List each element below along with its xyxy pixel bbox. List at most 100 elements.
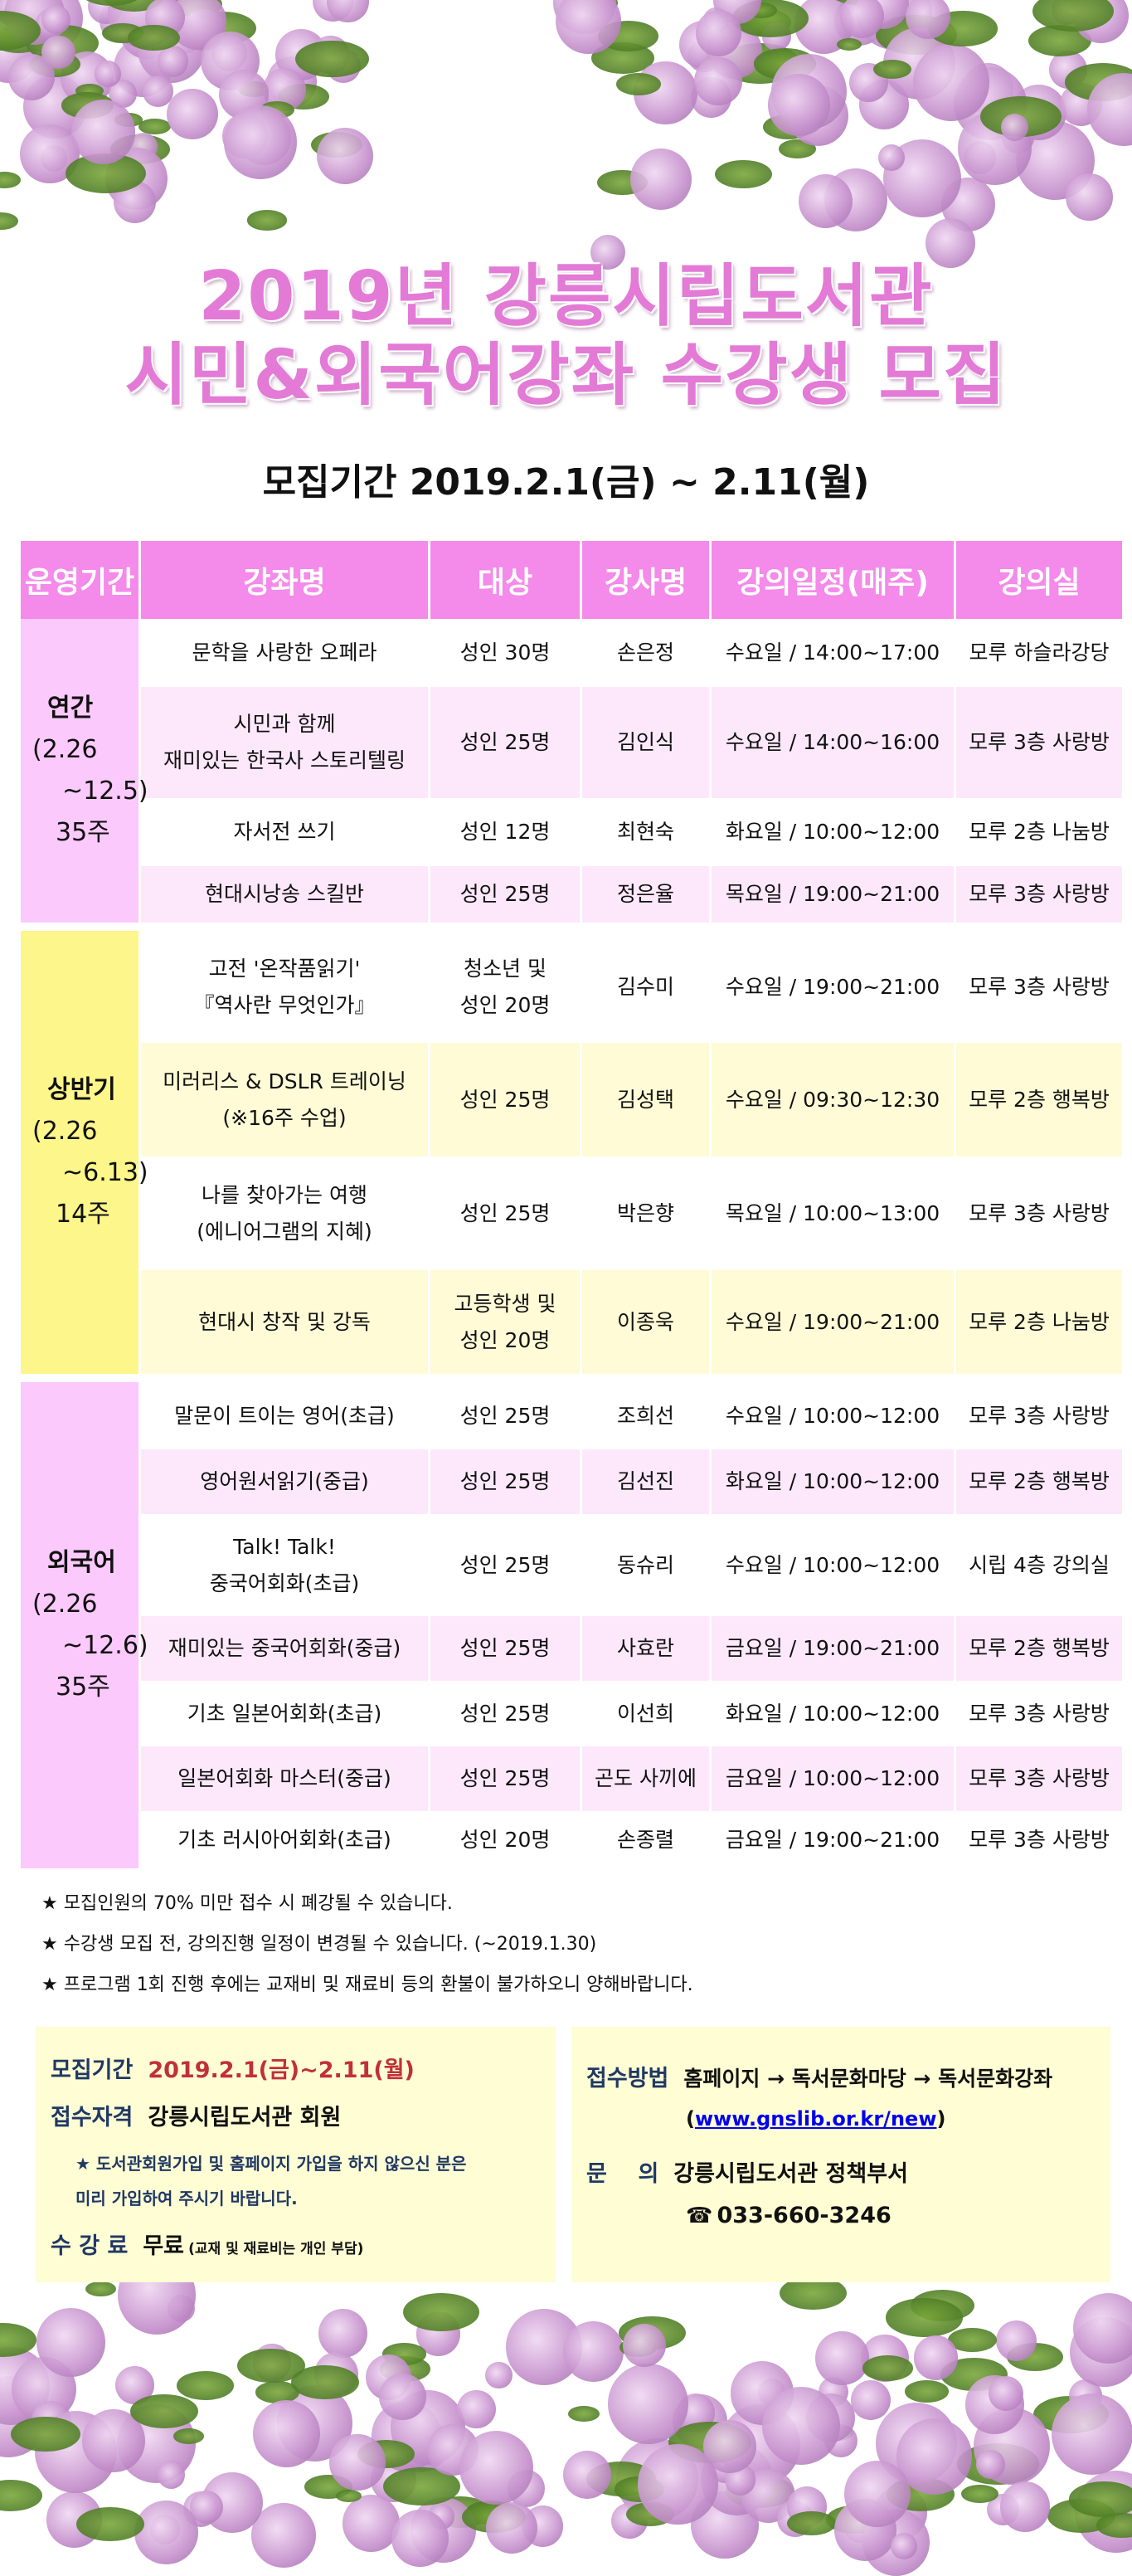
lilac-flower-icon [317,128,373,184]
lilac-flower-icon [771,54,847,129]
leaf-icon [823,2425,853,2441]
leaf-icon [102,23,143,44]
lilac-flower-icon [485,2362,512,2389]
lilac-flower-icon [1052,2393,1132,2475]
lilac-flower-icon [109,80,137,108]
leaf-icon [104,0,164,12]
lilac-flower-icon [219,70,269,119]
course-name-cell: 영어원서읽기(중급) [141,1449,428,1514]
leaf-icon [75,84,104,98]
leaf-icon [0,2480,42,2511]
period-text: (2.26 [32,1584,135,1625]
lilac-flower-icon [1075,2471,1132,2553]
lilac-flower-icon [457,2390,495,2428]
lilac-flower-icon [691,2491,759,2559]
period-cell: 연간(2.26~12.5)35주 [21,619,138,931]
period-text: ~6.13) [32,1152,135,1194]
lilac-flower-icon [611,2503,647,2539]
lilac-flower-icon [989,2376,1023,2411]
lilac-flower-icon [46,2491,103,2548]
leaf-icon [0,11,41,51]
lilac-flower-icon [145,0,185,37]
room-cell: 모루 2층 행복방 [956,1616,1122,1681]
lilac-flower-icon [427,2424,479,2476]
target-cell: 성인 25명 [430,1157,580,1270]
lilac-flower-icon [876,2403,957,2484]
leaf-icon [382,2343,426,2365]
homepage-link[interactable]: www.gnslib.or.kr/new [695,2107,937,2130]
instructor-cell: 사효란 [582,1616,709,1681]
lilac-flower-icon [393,2417,449,2472]
lilac-flower-icon [0,2376,49,2457]
lilac-flower-icon [32,2401,70,2440]
schedule-cell: 수요일 / 14:00~16:00 [712,687,954,798]
header-course: 강좌명 [141,541,428,619]
target-cell: 성인 25명 [430,687,580,798]
lilac-flower-icon [183,2491,218,2526]
room-cell: 시립 4층 강의실 [956,1514,1122,1616]
course-name-cell: 현대시 창작 및 강독 [141,1270,428,1382]
target-cell: 청소년 및 성인 20명 [430,931,580,1043]
leaf-icon [928,11,998,46]
course-name-cell: 미러리스 & DSLR 트레이닝 (※16주 수업) [141,1043,428,1157]
lilac-flower-icon [190,2491,223,2524]
lilac-flower-icon [100,0,145,43]
lilac-flower-icon [95,61,120,86]
leaf-icon [873,60,911,79]
leaf-icon [837,38,862,51]
lilac-flower-icon [366,2354,411,2400]
lilac-flower-icon [1002,121,1034,153]
lilac-flower-icon [1001,114,1028,141]
room-cell: 모루 3층 사랑방 [956,1382,1122,1449]
lilac-flower-icon [834,2499,896,2561]
lilac-flower-icon [326,48,361,83]
lilac-flower-icon [267,56,318,107]
lilac-flower-icon [20,124,80,184]
lilac-flower-icon [275,29,326,80]
lilac-flower-icon [701,2443,773,2515]
leaf-icon [238,81,270,97]
instructor-cell: 동슈리 [582,1514,709,1616]
lilac-flower-icon [858,0,909,29]
leaf-icon [568,2406,600,2422]
course-name-cell: 재미있는 중국어회화(중급) [141,1616,428,1681]
lilac-flower-icon [673,2394,727,2449]
method-label: 접수방법 [586,2060,668,2092]
star-icon: ★ [75,2154,96,2174]
lilac-flower-icon [954,67,1027,140]
lilac-flower-icon [327,0,369,22]
target-cell: 성인 30명 [430,619,580,687]
leaf-icon [380,2356,430,2381]
target-cell: 성인 25명 [430,1514,580,1616]
lilac-flower-icon [391,2390,465,2465]
schedule-cell: 금요일 / 19:00~21:00 [712,1616,954,1681]
lilac-flower-icon [411,2497,477,2564]
leaf-icon [255,2381,300,2403]
target-cell: 성인 25명 [430,1449,580,1514]
header-period: 운영기간 [21,541,138,619]
leaf-icon [1069,2481,1132,2516]
lilac-flower-icon [720,2404,801,2486]
lilac-flower-icon [883,139,961,217]
instructor-cell: 김인식 [582,687,709,798]
lilac-flower-icon [1070,2317,1132,2387]
lilac-flower-icon [429,2504,454,2530]
lilac-flower-icon [138,15,205,82]
leaf-icon [598,21,659,51]
lilac-flower-icon [0,26,37,83]
course-name-cell: 고전 '온작품읽기' 『역사란 무엇인가』 [141,931,428,1043]
period-cell: 외국어(2.26~12.6)35주 [21,1382,138,1877]
instructor-cell: 이종욱 [582,1270,709,1382]
room-cell: 모루 3층 사랑방 [956,687,1122,798]
lilac-flower-icon [941,178,995,231]
target-cell: 성인 25명 [430,1746,580,1811]
lilac-flower-icon [696,10,741,56]
schedule-cell: 수요일 / 09:30~12:30 [712,1043,954,1157]
leaf-icon [189,12,255,45]
qualification-value: 강릉시립도서관 회원 [148,2105,341,2130]
lilac-flower-icon [169,0,226,50]
